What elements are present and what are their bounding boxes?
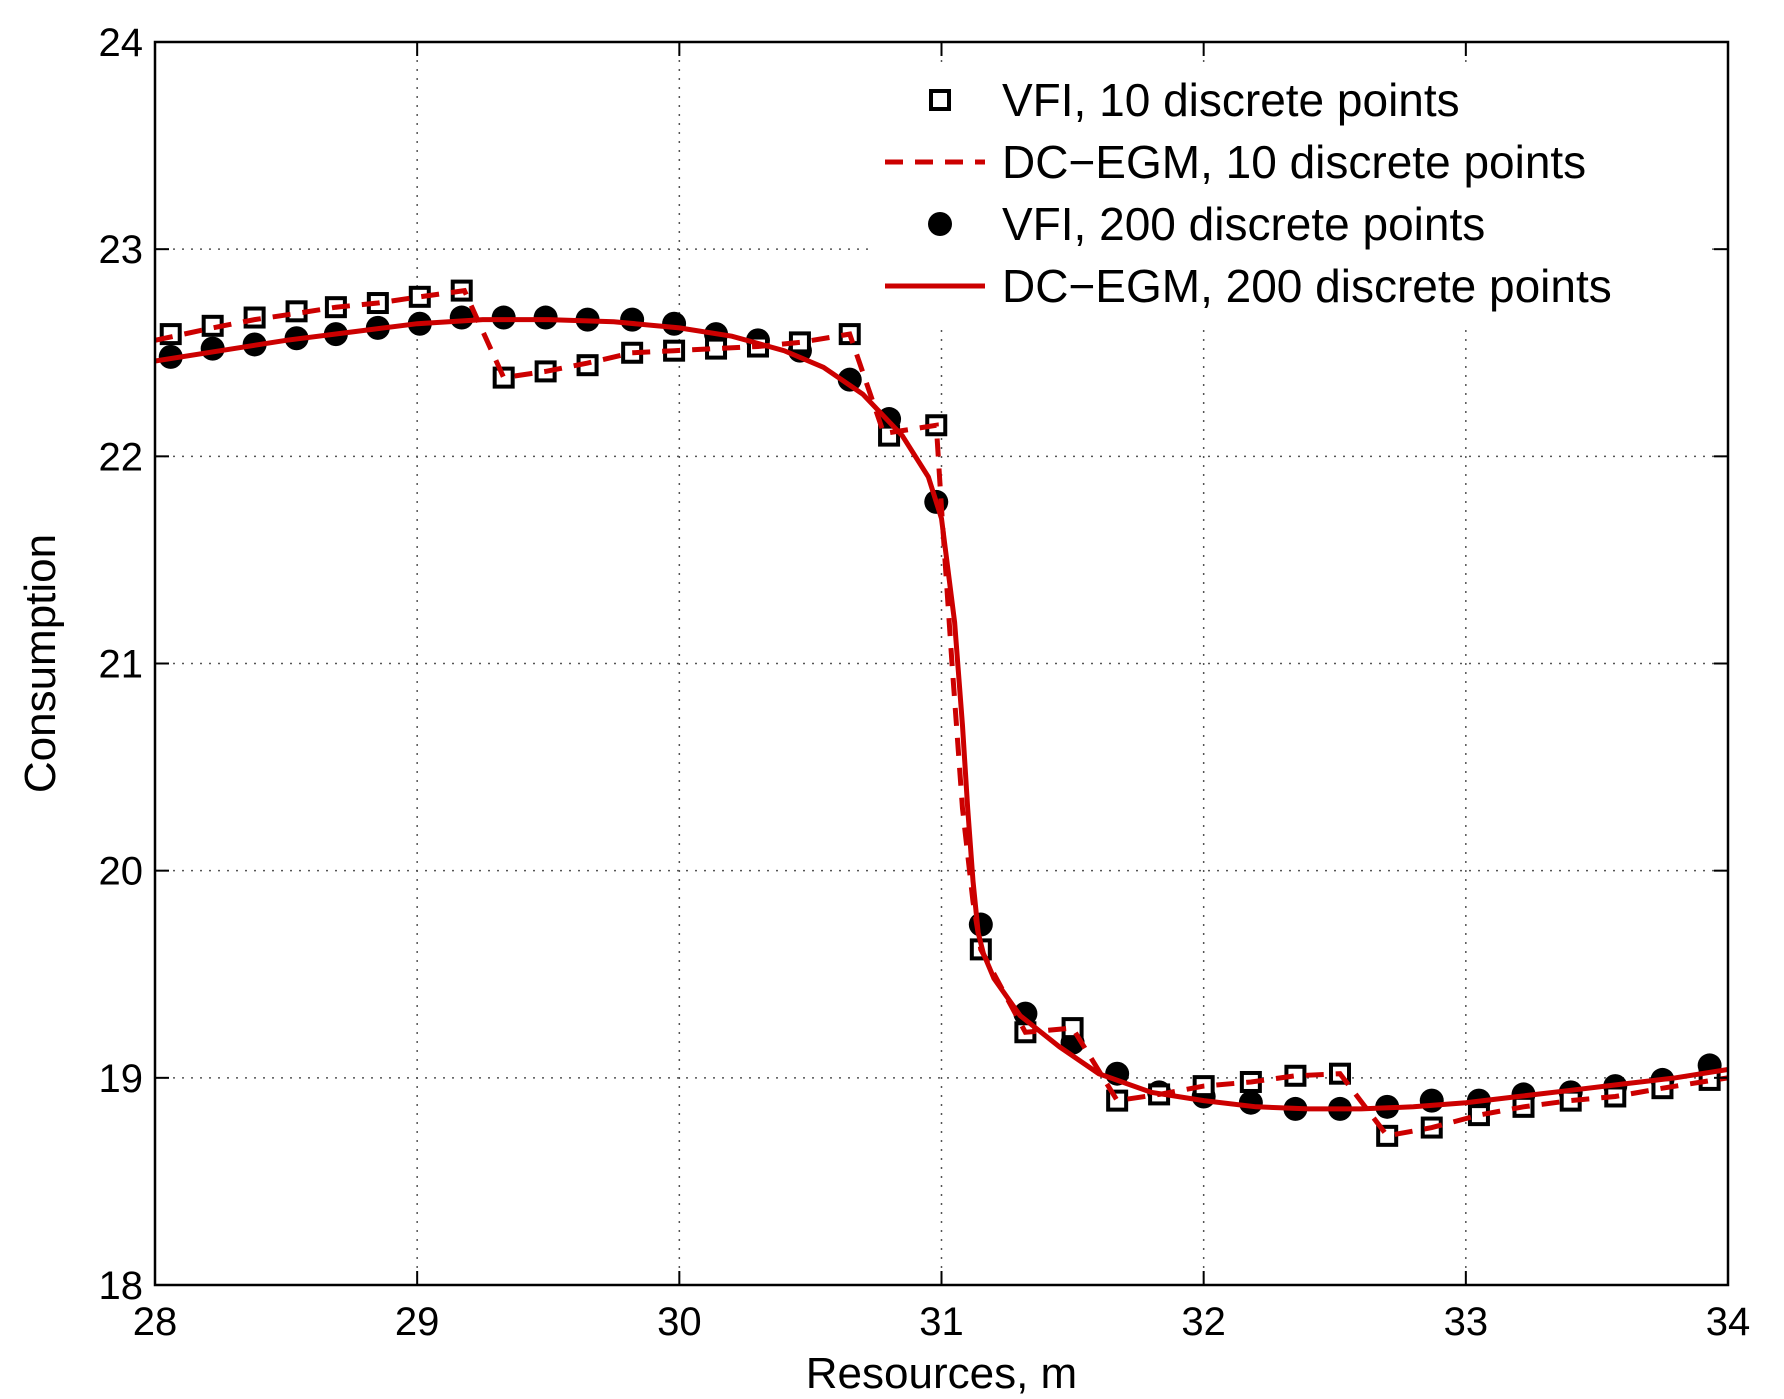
ticks <box>154 41 1729 1286</box>
legend-entry: DC−EGM, 200 discrete points <box>885 260 1612 312</box>
data-point-vfi-200 <box>1419 1088 1444 1113</box>
legend-marker-square <box>929 89 951 111</box>
legend-label: VFI, 200 discrete points <box>1002 198 1485 250</box>
data-point-vfi-200 <box>837 367 862 392</box>
legend-entry: DC−EGM, 10 discrete points <box>885 136 1586 188</box>
legend-entries: VFI, 10 discrete points DC−EGM, 10 discre… <box>885 74 1612 312</box>
x-tick-label: 28 <box>133 1300 178 1344</box>
x-tick-label: 31 <box>919 1300 964 1344</box>
legend-entry: VFI, 10 discrete points <box>929 74 1460 126</box>
data-point-vfi-10 <box>492 366 515 389</box>
tick-labels: 28 29 30 31 32 33 34 18 19 20 21 22 23 24 <box>99 21 1751 1344</box>
data-point-vfi-200 <box>968 912 993 937</box>
data-point-vfi-200 <box>662 311 687 336</box>
x-axis-label: Resources, m <box>806 1349 1077 1398</box>
y-tick-label: 20 <box>99 850 144 894</box>
legend-marker-circle <box>928 212 952 236</box>
x-tick-label: 34 <box>1706 1300 1751 1344</box>
legend: VFI, 10 discrete points DC−EGM, 10 discre… <box>870 68 1712 328</box>
legend-entry: VFI, 200 discrete points <box>928 198 1485 250</box>
x-tick-label: 33 <box>1444 1300 1489 1344</box>
y-axis-label: Consumption <box>16 534 65 793</box>
legend-label: DC−EGM, 10 discrete points <box>1002 136 1586 188</box>
series-line-dcegm-200 <box>155 317 1728 1112</box>
data-point-vfi-200 <box>1013 1001 1038 1026</box>
y-tick-label: 18 <box>99 1264 144 1308</box>
series-vfi-10 <box>159 279 1721 1147</box>
y-tick-label: 21 <box>99 643 144 687</box>
x-tick-label: 30 <box>657 1300 702 1344</box>
y-tick-label: 23 <box>99 228 144 272</box>
series-layer <box>155 279 1728 1147</box>
y-tick-label: 22 <box>99 435 144 479</box>
x-tick-label: 32 <box>1181 1300 1226 1344</box>
data-point-vfi-200 <box>620 307 645 332</box>
legend-label: DC−EGM, 200 discrete points <box>1002 260 1612 312</box>
y-tick-label: 19 <box>99 1057 144 1101</box>
legend-label: VFI, 10 discrete points <box>1002 74 1460 126</box>
legend-box <box>870 68 1712 328</box>
series-line-dcegm-10 <box>155 287 1728 1139</box>
x-tick-label: 29 <box>395 1300 440 1344</box>
y-tick-label: 24 <box>99 21 144 65</box>
